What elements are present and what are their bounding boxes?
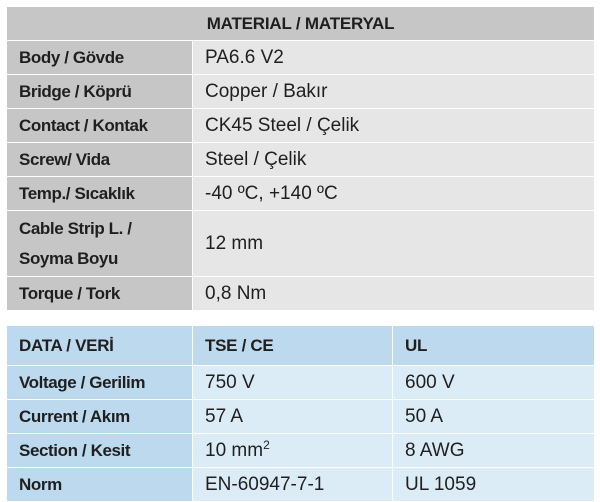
ul-value: 600 V [392,365,595,400]
material-row-cable-strip: Cable Strip L. / Soyma Boyu 12 mm [6,210,596,277]
material-value: PA6.6 V2 [191,40,596,75]
material-header-row: MATERIAL / MATERYAL [5,6,596,41]
material-label: Screw/ Vida [6,142,193,177]
material-value: CK45 Steel / Çelik [191,108,596,143]
tse-value: 750 V [192,365,393,400]
ul-value: 8 AWG [392,433,595,468]
material-value: Copper / Bakır [191,74,596,109]
data-label: Section / Kesit [6,433,193,468]
material-header: MATERIAL / MATERYAL [5,6,596,41]
ul-value: 50 A [392,399,595,434]
material-label-line2: Soyma Boyu [19,248,118,268]
material-row-bridge: Bridge / Köprü Copper / Bakır [6,74,596,109]
data-row-current: Current / Akım 57 A 50 A [6,399,595,434]
material-label: Body / Gövde [6,40,193,75]
data-header-row: DATA / VERİ TSE / CE UL [6,325,595,366]
material-label-line1: Cable Strip L. / [19,218,132,238]
material-row-screw: Screw/ Vida Steel / Çelik [6,142,596,177]
data-row-section: Section / Kesit 10 mm2 8 AWG [6,433,595,468]
spec-sheet: MATERIAL / MATERYAL Body / Gövde PA6.6 V… [5,6,596,502]
material-row-body: Body / Gövde PA6.6 V2 [6,40,596,75]
material-label: Temp./ Sıcaklık [6,176,193,211]
data-label: Voltage / Gerilim [6,365,193,400]
material-label: Torque / Tork [6,276,193,311]
ul-value: UL 1059 [392,467,595,502]
tse-value: 10 mm2 [192,433,393,468]
squared-superscript: 2 [263,437,270,452]
material-value: -40 ºC, +140 ºC [191,176,596,211]
material-label: Contact / Kontak [6,108,193,143]
tse-ce-header: TSE / CE [192,325,393,366]
material-row-temp: Temp./ Sıcaklık -40 ºC, +140 ºC [6,176,596,211]
section-value: 10 mm [205,439,264,461]
material-row-torque: Torque / Tork 0,8 Nm [6,276,596,311]
material-label: Cable Strip L. / Soyma Boyu [6,210,193,277]
table-gap [6,311,594,325]
data-row-norm: Norm EN-60947-7-1 UL 1059 [6,467,595,502]
data-table: DATA / VERİ TSE / CE UL Voltage / Gerili… [6,325,595,502]
tse-value: 57 A [192,399,393,434]
data-label: Norm [6,467,193,502]
tse-value: EN-60947-7-1 [192,467,393,502]
material-table: MATERIAL / MATERYAL Body / Gövde PA6.6 V… [5,6,596,311]
data-label: Current / Akım [6,399,193,434]
material-value: Steel / Çelik [191,142,596,177]
material-value: 12 mm [191,210,596,277]
data-row-voltage: Voltage / Gerilim 750 V 600 V [6,365,595,400]
material-row-contact: Contact / Kontak CK45 Steel / Çelik [6,108,596,143]
ul-header: UL [392,325,595,366]
material-label: Bridge / Köprü [6,74,193,109]
material-value: 0,8 Nm [191,276,596,311]
data-header: DATA / VERİ [6,325,193,366]
